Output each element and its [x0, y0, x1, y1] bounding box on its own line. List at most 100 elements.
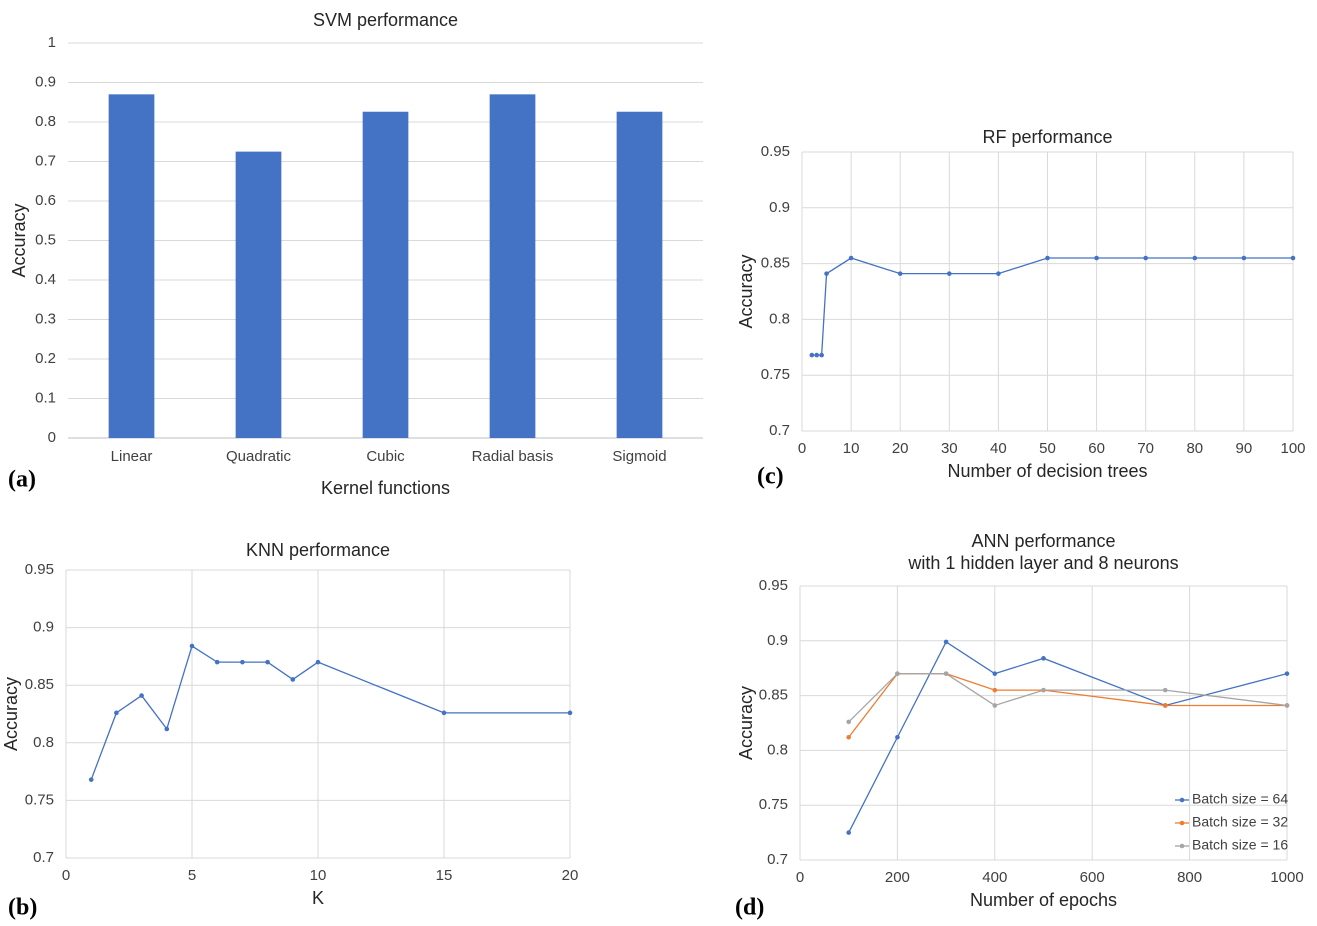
- x-tick-label: 0: [798, 440, 806, 457]
- y-tick-label: 0.9: [767, 632, 788, 649]
- x-tick-label: 20: [562, 867, 579, 884]
- marker: [1162, 687, 1168, 693]
- x-tick-label: 10: [310, 867, 327, 884]
- marker: [895, 671, 900, 676]
- x-tick-label: 15: [436, 867, 453, 884]
- y-tick-label: 0.2: [35, 350, 56, 367]
- x-tick-label: 40: [990, 440, 1007, 457]
- marker: [1162, 703, 1168, 708]
- panel-label: (c): [757, 464, 784, 490]
- y-tick-label: 0.85: [759, 687, 788, 704]
- y-tick-label: 0.95: [759, 577, 788, 594]
- marker: [943, 671, 949, 676]
- marker: [1041, 687, 1046, 693]
- marker: [441, 710, 447, 716]
- x-tick-label: 400: [982, 869, 1007, 886]
- x-tick-label: Linear: [111, 448, 153, 465]
- y-tick-label: 0.8: [767, 741, 788, 758]
- x-tick-label: 100: [1280, 440, 1305, 457]
- marker: [240, 659, 245, 665]
- y-tick-label: 0.7: [35, 152, 56, 169]
- marker: [992, 687, 998, 693]
- x-tick-label: 5: [188, 867, 196, 884]
- x-tick-label: 200: [885, 869, 910, 886]
- panel-label: (b): [8, 895, 37, 921]
- line: [811, 257, 1293, 356]
- y-tick-label: 0: [48, 429, 56, 446]
- panel-label: (d): [735, 895, 764, 921]
- y-axis-title: Accuracy: [9, 203, 29, 277]
- chart-title: SVM performance: [313, 10, 458, 30]
- y-tick-label: 0.8: [33, 734, 54, 751]
- marker: [943, 639, 949, 645]
- bar: [616, 111, 663, 438]
- legend-label: Batch size = 32: [1192, 814, 1288, 830]
- y-tick-label: 0.85: [25, 676, 54, 693]
- y-tick-label: 0.4: [35, 271, 56, 288]
- y-tick-label: 0.9: [35, 73, 56, 90]
- y-tick-label: 0.9: [33, 619, 54, 636]
- marker: [139, 693, 144, 698]
- x-tick-label: 60: [1088, 440, 1105, 457]
- marker: [290, 677, 296, 682]
- marker: [114, 710, 119, 716]
- marker: [265, 659, 270, 665]
- x-tick-label: 0: [62, 867, 70, 884]
- y-axis-title: Accuracy: [736, 254, 756, 328]
- marker: [814, 352, 820, 358]
- y-tick-label: 0.6: [35, 192, 56, 209]
- marker: [1041, 656, 1046, 661]
- marker: [214, 659, 220, 665]
- y-tick-label: 0.8: [769, 310, 790, 327]
- y-tick-label: 0.7: [769, 422, 790, 439]
- y-tick-label: 0.75: [759, 796, 788, 813]
- x-tick-label: Sigmoid: [612, 448, 666, 465]
- marker: [895, 734, 900, 740]
- marker: [1284, 671, 1290, 676]
- bar: [489, 94, 536, 438]
- marker: [1290, 255, 1296, 261]
- x-tick-label: 90: [1236, 440, 1253, 457]
- marker: [88, 777, 94, 782]
- x-axis-title: Number of decision trees: [947, 461, 1147, 481]
- legend-marker: [1179, 797, 1185, 803]
- x-axis-title: Number of epochs: [970, 890, 1117, 910]
- marker: [897, 271, 903, 276]
- y-axis-title: Accuracy: [1, 677, 21, 751]
- x-tick-label: 10: [843, 440, 860, 457]
- legend-marker: [1179, 843, 1185, 849]
- marker: [819, 352, 824, 358]
- marker: [846, 830, 851, 835]
- marker: [164, 726, 170, 732]
- chart-title: ANN performance: [971, 531, 1115, 551]
- chart-subtitle: with 1 hidden layer and 8 neurons: [907, 553, 1178, 573]
- line: [90, 645, 570, 780]
- legend-label: Batch size = 16: [1192, 837, 1288, 853]
- marker: [992, 671, 998, 676]
- marker: [992, 703, 998, 708]
- marker: [1284, 703, 1290, 708]
- marker: [1241, 255, 1247, 261]
- marker: [1045, 255, 1050, 261]
- marker: [315, 659, 321, 665]
- x-tick-label: Radial basis: [472, 448, 554, 465]
- y-axis-title: Accuracy: [736, 686, 756, 760]
- bar: [235, 151, 282, 438]
- y-tick-label: 0.8: [35, 113, 56, 130]
- x-tick-label: 800: [1177, 869, 1202, 886]
- x-tick-label: 80: [1186, 440, 1203, 457]
- y-tick-label: 0.1: [35, 389, 56, 406]
- x-tick-label: 0: [796, 869, 804, 886]
- marker: [947, 271, 952, 276]
- x-tick-label: 20: [892, 440, 909, 457]
- x-tick-label: 600: [1080, 869, 1105, 886]
- x-tick-label: 50: [1039, 440, 1056, 457]
- legend-label: Batch size = 64: [1192, 791, 1288, 807]
- chart-title: KNN performance: [246, 540, 390, 560]
- panel-label: (a): [8, 467, 36, 493]
- y-tick-label: 0.95: [25, 561, 54, 578]
- y-tick-label: 0.75: [761, 366, 790, 383]
- marker: [567, 710, 573, 716]
- line: [848, 673, 1287, 738]
